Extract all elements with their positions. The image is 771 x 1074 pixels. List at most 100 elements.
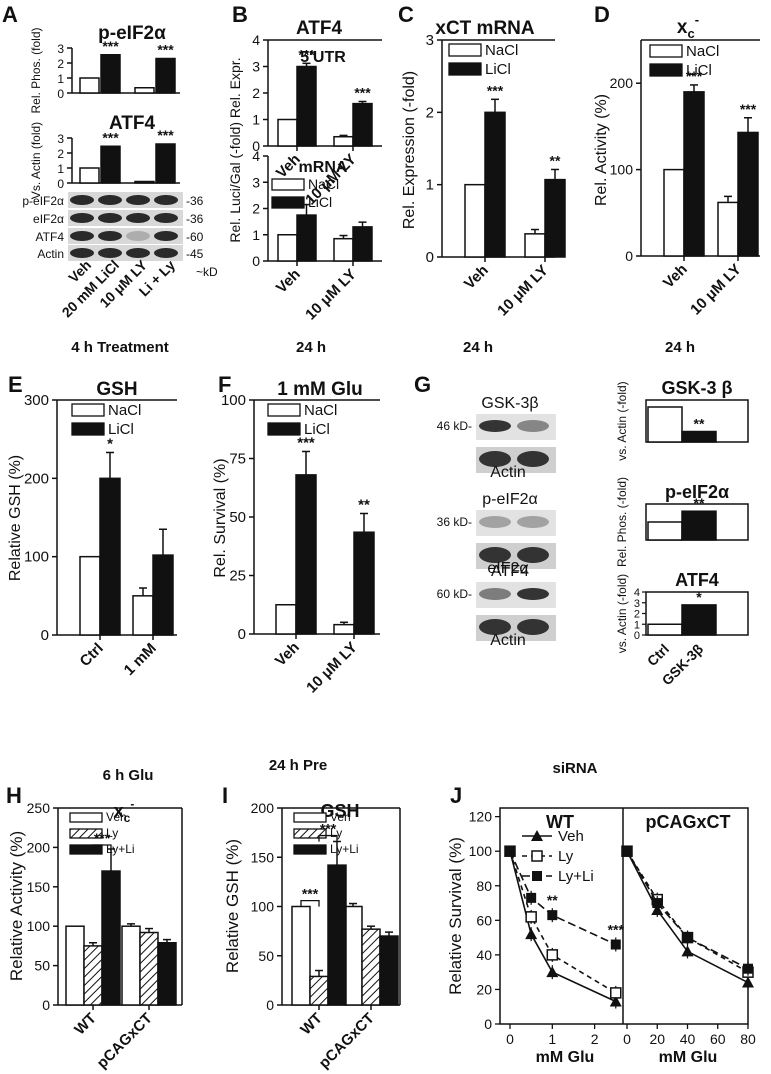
- panel-h-sig: ***: [94, 830, 111, 846]
- panel-a-blot-label: ATF4: [36, 230, 65, 244]
- panel-b-bottom-y-tick-label: 4: [252, 148, 260, 164]
- panel-letter-c: C: [398, 2, 414, 27]
- panel-h-y-tick-label: 150: [27, 879, 51, 895]
- panel-g-blot-label: Actin: [490, 464, 526, 481]
- panel-j-sig: **: [547, 892, 558, 908]
- panel-letter-d: D: [594, 2, 610, 27]
- panel-e-y-tick-label: 200: [24, 470, 49, 487]
- panel-d-title-sup: -: [695, 12, 699, 27]
- panel-a-blot-band: [126, 248, 150, 258]
- panel-f-bar: [333, 623, 355, 635]
- legend-label: Ly: [330, 826, 342, 840]
- panel-g-atf4-bar: [647, 623, 683, 636]
- panel-h-bar: [139, 931, 159, 1006]
- panel-j-point: [622, 846, 632, 857]
- legend-swatch: [69, 812, 103, 823]
- panel-g-peif-bar: [681, 510, 717, 541]
- panel-j-point: [743, 963, 753, 974]
- panel-j-xlabel-pcag: mM Glu: [659, 1049, 718, 1066]
- panel-j-line: [626, 850, 749, 973]
- legend-label: NaCl: [108, 402, 141, 419]
- panel-h-title: xc-: [114, 797, 135, 825]
- panel-b-top-y-tick-label: 0: [252, 138, 260, 154]
- panel-e-y-tick-label: 100: [24, 549, 49, 566]
- panel-i-bar: [291, 905, 311, 1006]
- panel-a-sig: ***: [157, 127, 174, 143]
- panel-j-x-tick-label: 80: [740, 1031, 756, 1047]
- panel-i-x-tick-label: WT: [297, 1010, 326, 1039]
- footer-a: 4 h Treatment: [71, 339, 169, 356]
- panel-b-bottom-bar: [352, 226, 373, 262]
- panel-h-bar: [83, 945, 103, 1006]
- panel-b-bottom-y-tick-label: 0: [252, 253, 260, 269]
- panel-d-title-sub: c: [688, 26, 695, 41]
- panel-b-bottom-bar: [333, 237, 354, 262]
- panel-b-top-y-tick-label: 2: [252, 85, 260, 101]
- panel-b-bottom-bar: [277, 234, 298, 262]
- panel-h-title-main: x: [114, 801, 124, 821]
- panel-e-x-tick-label: 1 mM: [121, 640, 160, 679]
- panel-a-y-tick-label: 2: [57, 57, 64, 71]
- panel-j-line: [509, 850, 617, 994]
- legend-label: LiCl: [108, 421, 134, 438]
- panel-j-point: [525, 911, 537, 923]
- panel-g-blot-title: GSK-3β: [481, 395, 538, 412]
- panel-c-bar: [524, 233, 546, 258]
- panel-a-blot-band: [126, 231, 150, 241]
- panel-h-x-tick-label: pCAGxCT: [94, 1010, 156, 1072]
- panel-c-sig: **: [550, 152, 561, 168]
- panel-j-y-tick-label: 120: [469, 809, 493, 825]
- panel-j-legend-label: Ly+Li: [558, 868, 594, 885]
- panel-g-peif-ylabel: Rel. Phos. (-fold): [615, 477, 629, 567]
- panel-e-bar: [99, 477, 121, 636]
- panel-h-sig-bracket: [92, 844, 112, 852]
- panel-letter-h: H: [6, 783, 22, 808]
- legend-swatch: [69, 844, 103, 855]
- legend-label: Ly+Li: [330, 842, 359, 856]
- legend-label: NaCl: [308, 176, 339, 192]
- panel-c-y-tick-label: 3: [426, 32, 434, 49]
- panel-g-atf4-title: ATF4: [675, 570, 719, 590]
- panel-i-bar: [327, 864, 347, 1006]
- panel-h-ylabel: Relative Activity (%): [7, 831, 26, 981]
- panel-h-title-sub: c: [124, 811, 131, 825]
- panel-j-x-tick-label: 1: [548, 1031, 556, 1047]
- panel-f-sig: ***: [297, 434, 315, 451]
- panel-d-title-main: x: [677, 17, 688, 38]
- panel-g-blot-title: ATF4: [491, 563, 529, 580]
- panel-b-top-y-tick-label: 3: [252, 59, 260, 75]
- panel-g-atf4-y-tick-label: 0: [634, 630, 640, 642]
- panel-f-bar: [353, 531, 375, 635]
- panel-g-blot-band: [517, 516, 549, 528]
- panel-c-x-tick-label: Veh: [461, 262, 492, 293]
- panel-c-y-tick-label: 2: [426, 104, 434, 121]
- panel-j-ylabel: Relative Survival (%): [446, 837, 465, 995]
- panel-f-x-tick-label: Veh: [272, 639, 303, 670]
- panel-a-bar: [155, 143, 176, 184]
- panel-d-ylabel: Rel. Activity (%): [593, 94, 610, 206]
- panel-f-bar: [275, 604, 297, 635]
- footer-f: 24 h Pre: [269, 757, 327, 774]
- panel-j-point: [531, 830, 543, 841]
- panel-a-blot-band: [154, 195, 178, 205]
- panel-a-y-tick-label: 1: [57, 72, 64, 86]
- panel-a-chart-title: p-eIF2α: [98, 23, 166, 44]
- panel-j-y-tick-label: 60: [476, 912, 492, 928]
- panel-a-bar: [134, 180, 155, 184]
- panel-j-point: [681, 945, 694, 957]
- panel-c-x-tick-label: 10 μM LY: [494, 262, 552, 320]
- panel-j-sig: ***: [608, 922, 625, 938]
- panel-e-bar: [79, 555, 101, 636]
- panel-g-atf4-bar: [681, 604, 717, 636]
- legend-label: NaCl: [686, 43, 719, 60]
- panel-j-y-tick-label: 40: [476, 947, 492, 963]
- panel-g-blot-band: [517, 619, 549, 635]
- panel-j-point: [682, 932, 693, 943]
- panel-g-blot-title: p-eIF2α: [482, 491, 538, 508]
- panel-g-blot-size: 46 kD-: [437, 419, 472, 433]
- legend-swatch: [649, 63, 683, 77]
- panel-e-sig: *: [107, 435, 113, 452]
- panel-i-y-tick-label: 50: [258, 948, 274, 964]
- panel-e-x-tick-label: Ctrl: [77, 640, 107, 670]
- panel-g-blot-band: [479, 451, 511, 467]
